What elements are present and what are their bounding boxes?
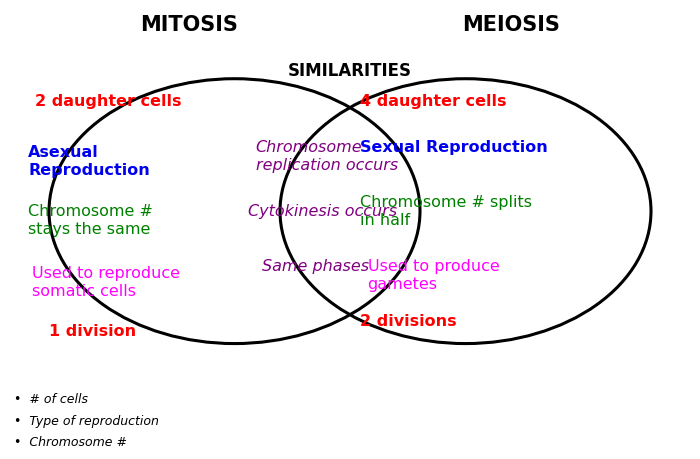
Text: Same phases: Same phases	[262, 259, 370, 274]
Text: Chromosome
replication occurs: Chromosome replication occurs	[256, 140, 398, 173]
Text: 2 divisions: 2 divisions	[360, 314, 457, 330]
Text: Used to reproduce
somatic cells: Used to reproduce somatic cells	[32, 266, 179, 299]
Text: 2 daughter cells: 2 daughter cells	[35, 94, 181, 109]
Text: Asexual
Reproduction: Asexual Reproduction	[28, 145, 150, 178]
Text: Chromosome # splits
in half: Chromosome # splits in half	[360, 195, 533, 228]
Text: •  Type of reproduction: • Type of reproduction	[14, 415, 159, 428]
Text: •  # of cells: • # of cells	[14, 393, 88, 406]
Text: 1 division: 1 division	[49, 324, 136, 339]
Text: MEIOSIS: MEIOSIS	[462, 15, 560, 35]
Text: SIMILARITIES: SIMILARITIES	[288, 62, 412, 80]
Text: Cytokinesis occurs: Cytokinesis occurs	[248, 204, 398, 219]
Text: Sexual Reproduction: Sexual Reproduction	[360, 140, 548, 155]
Text: Used to produce
gametes: Used to produce gametes	[368, 259, 499, 292]
Text: 4 daughter cells: 4 daughter cells	[360, 94, 507, 109]
Text: •  Chromosome #: • Chromosome #	[14, 436, 127, 449]
Text: MITOSIS: MITOSIS	[140, 15, 238, 35]
Text: Chromosome #
stays the same: Chromosome # stays the same	[28, 204, 153, 237]
